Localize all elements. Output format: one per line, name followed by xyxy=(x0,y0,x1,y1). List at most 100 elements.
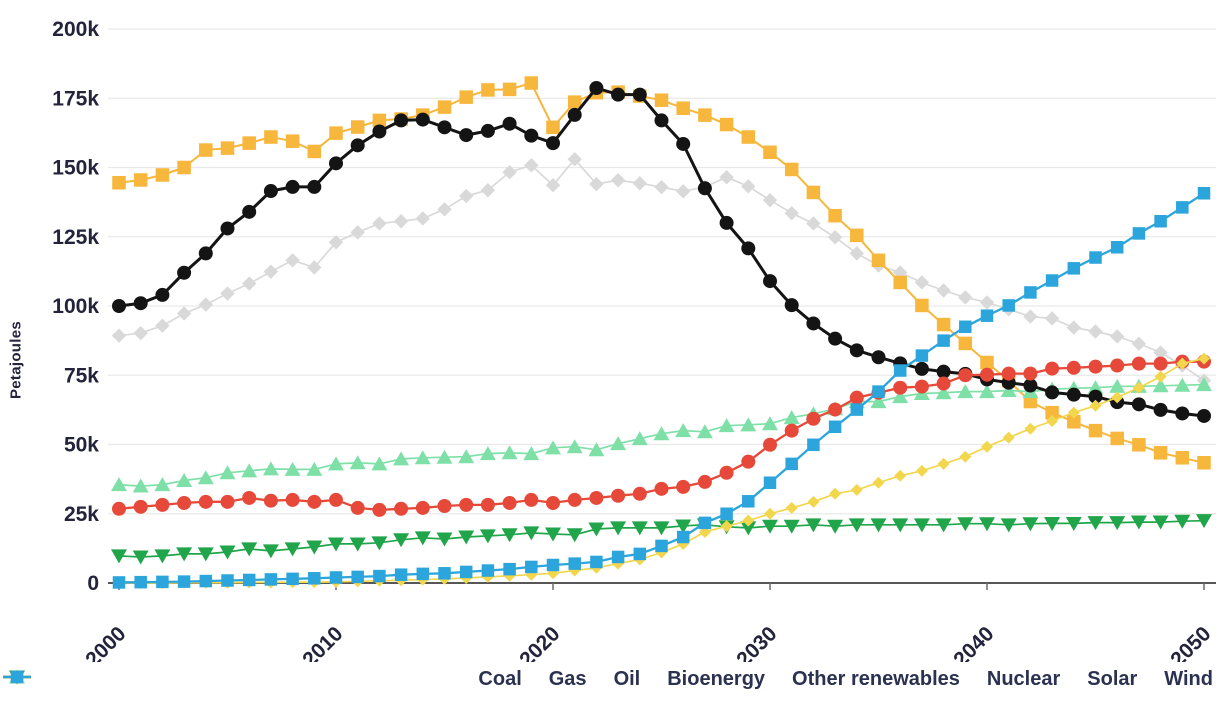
series-bioenergy-marker-2008[interactable] xyxy=(284,461,301,476)
series-gas-marker-2005[interactable] xyxy=(220,286,235,301)
series-nuclear-marker-2022[interactable] xyxy=(589,490,604,505)
series-gas-marker-2024[interactable] xyxy=(632,176,647,191)
series-nuclear-marker-2005[interactable] xyxy=(220,494,235,509)
series-nuclear-marker-2021[interactable] xyxy=(567,492,582,507)
series-other_renewables-marker-2017[interactable] xyxy=(479,529,496,544)
series-wind-marker-2028[interactable] xyxy=(720,507,733,521)
series-nuclear-marker-2024[interactable] xyxy=(632,486,647,501)
series-nuclear-marker-2043[interactable] xyxy=(1045,361,1060,376)
series-wind-marker-2009[interactable] xyxy=(308,572,321,585)
series-oil-marker-2045[interactable] xyxy=(1088,423,1103,438)
series-oil-marker-2012[interactable] xyxy=(372,113,387,128)
series-gas-marker-2011[interactable] xyxy=(350,225,365,240)
series-bioenergy-marker-2029[interactable] xyxy=(740,417,757,432)
series-wind-marker-2035[interactable] xyxy=(872,385,885,398)
series-gas-marker-2009[interactable] xyxy=(307,260,322,275)
series-other_renewables-marker-2049[interactable] xyxy=(1174,514,1191,529)
series-bioenergy-marker-2041[interactable] xyxy=(1000,382,1017,397)
series-solar-marker-2038[interactable] xyxy=(937,457,950,470)
series-other_renewables-marker-2005[interactable] xyxy=(219,545,236,560)
series-nuclear-marker-2033[interactable] xyxy=(828,402,843,417)
series-other_renewables-marker-2020[interactable] xyxy=(545,527,561,542)
series-solar-marker-2034[interactable] xyxy=(850,483,863,496)
series-bioenergy-marker-2049[interactable] xyxy=(1174,377,1191,392)
series-coal-marker-2001[interactable] xyxy=(133,296,148,311)
series-nuclear-marker-2030[interactable] xyxy=(763,437,777,452)
series-coal-marker-2042[interactable] xyxy=(1023,378,1038,393)
series-solar-marker-2044[interactable] xyxy=(1067,406,1080,419)
series-bioenergy-marker-2031[interactable] xyxy=(783,410,800,425)
series-gas-marker-2010[interactable] xyxy=(328,235,344,250)
series-bioenergy-marker-2027[interactable] xyxy=(696,424,713,439)
series-oil-marker-2036[interactable] xyxy=(893,275,907,290)
series-wind-marker-2011[interactable] xyxy=(351,570,364,584)
series-other_renewables-marker-2001[interactable] xyxy=(132,550,149,565)
series-other_renewables-marker-2003[interactable] xyxy=(176,547,193,562)
series-gas-marker-2002[interactable] xyxy=(155,318,170,333)
series-other_renewables-marker-2016[interactable] xyxy=(458,530,475,545)
series-gas-marker-2030[interactable] xyxy=(762,192,778,208)
series-solar-marker-2039[interactable] xyxy=(959,450,972,463)
series-coal-marker-2038[interactable] xyxy=(936,364,951,379)
series-oil-marker-2019[interactable] xyxy=(524,76,539,90)
series-bioenergy-marker-2012[interactable] xyxy=(371,456,388,471)
series-wind-marker-2019[interactable] xyxy=(525,560,538,574)
series-solar-marker-2033[interactable] xyxy=(829,487,842,500)
series-wind-marker-2038[interactable] xyxy=(937,334,950,347)
series-gas-marker-2048[interactable] xyxy=(1153,345,1168,360)
series-oil-marker-2044[interactable] xyxy=(1067,415,1081,429)
series-nuclear-marker-2037[interactable] xyxy=(914,379,929,394)
series-nuclear-marker-2019[interactable] xyxy=(524,492,539,507)
series-coal-marker-2021[interactable] xyxy=(567,107,582,122)
series-wind-marker-2014[interactable] xyxy=(416,567,430,581)
series-wind-marker-2040[interactable] xyxy=(980,309,994,322)
series-coal-marker-2009[interactable] xyxy=(307,179,322,194)
series-nuclear-marker-2007[interactable] xyxy=(263,493,278,508)
series-bioenergy-marker-2007[interactable] xyxy=(262,461,279,476)
series-other_renewables-marker-2035[interactable] xyxy=(870,518,887,533)
series-wind-marker-2005[interactable] xyxy=(221,574,234,587)
series-gas-marker-2014[interactable] xyxy=(415,211,430,226)
series-coal-marker-2018[interactable] xyxy=(502,116,517,131)
series-bioenergy-marker-2015[interactable] xyxy=(436,449,453,464)
series-wind-marker-2031[interactable] xyxy=(785,457,798,471)
series-nuclear-marker-2038[interactable] xyxy=(936,376,951,391)
series-other_renewables-marker-2022[interactable] xyxy=(588,522,605,537)
series-gas-marker-2046[interactable] xyxy=(1110,329,1125,344)
series-wind-marker-2047[interactable] xyxy=(1132,227,1146,240)
series-nuclear-marker-2010[interactable] xyxy=(329,492,343,507)
series-oil-marker-2027[interactable] xyxy=(698,108,712,122)
series-bioenergy-marker-2010[interactable] xyxy=(328,456,344,471)
series-other_renewables-marker-2050[interactable] xyxy=(1196,514,1212,529)
series-gas-marker-2018[interactable] xyxy=(502,165,517,180)
series-gas-marker-2040[interactable] xyxy=(979,295,995,310)
series-nuclear-marker-2027[interactable] xyxy=(697,474,712,489)
series-wind-marker-2022[interactable] xyxy=(590,555,603,569)
series-solar-marker-2041[interactable] xyxy=(1002,431,1015,444)
series-bioenergy-marker-2003[interactable] xyxy=(176,473,193,488)
series-oil-marker-2046[interactable] xyxy=(1110,431,1124,446)
series-wind-marker-2042[interactable] xyxy=(1024,286,1037,299)
series-oil-marker-2000[interactable] xyxy=(112,175,126,190)
series-other_renewables-marker-2034[interactable] xyxy=(848,518,865,533)
series-solar-marker-2045[interactable] xyxy=(1089,399,1102,412)
series-wind-marker-2000[interactable] xyxy=(112,576,126,589)
series-nuclear-marker-2045[interactable] xyxy=(1088,359,1103,374)
series-nuclear-marker-2020[interactable] xyxy=(546,495,560,510)
series-gas-marker-2006[interactable] xyxy=(242,276,257,291)
series-gas-marker-2042[interactable] xyxy=(1023,309,1038,324)
series-wind-marker-2016[interactable] xyxy=(459,565,473,579)
series-coal-marker-2033[interactable] xyxy=(828,331,843,346)
series-coal-marker-2010[interactable] xyxy=(329,156,343,171)
series-coal-marker-2031[interactable] xyxy=(784,298,799,313)
series-coal-marker-2015[interactable] xyxy=(437,120,452,135)
series-bioenergy-marker-2004[interactable] xyxy=(197,470,214,485)
series-oil-marker-2009[interactable] xyxy=(307,144,322,159)
series-wind-marker-2001[interactable] xyxy=(134,575,147,589)
series-bioenergy-marker-2005[interactable] xyxy=(219,465,236,480)
series-gas-marker-2045[interactable] xyxy=(1088,324,1103,339)
series-oil-marker-2016[interactable] xyxy=(459,90,473,104)
series-gas-marker-2000[interactable] xyxy=(111,328,127,343)
series-coal-marker-2023[interactable] xyxy=(611,87,626,102)
series-coal-marker-2007[interactable] xyxy=(263,184,278,199)
